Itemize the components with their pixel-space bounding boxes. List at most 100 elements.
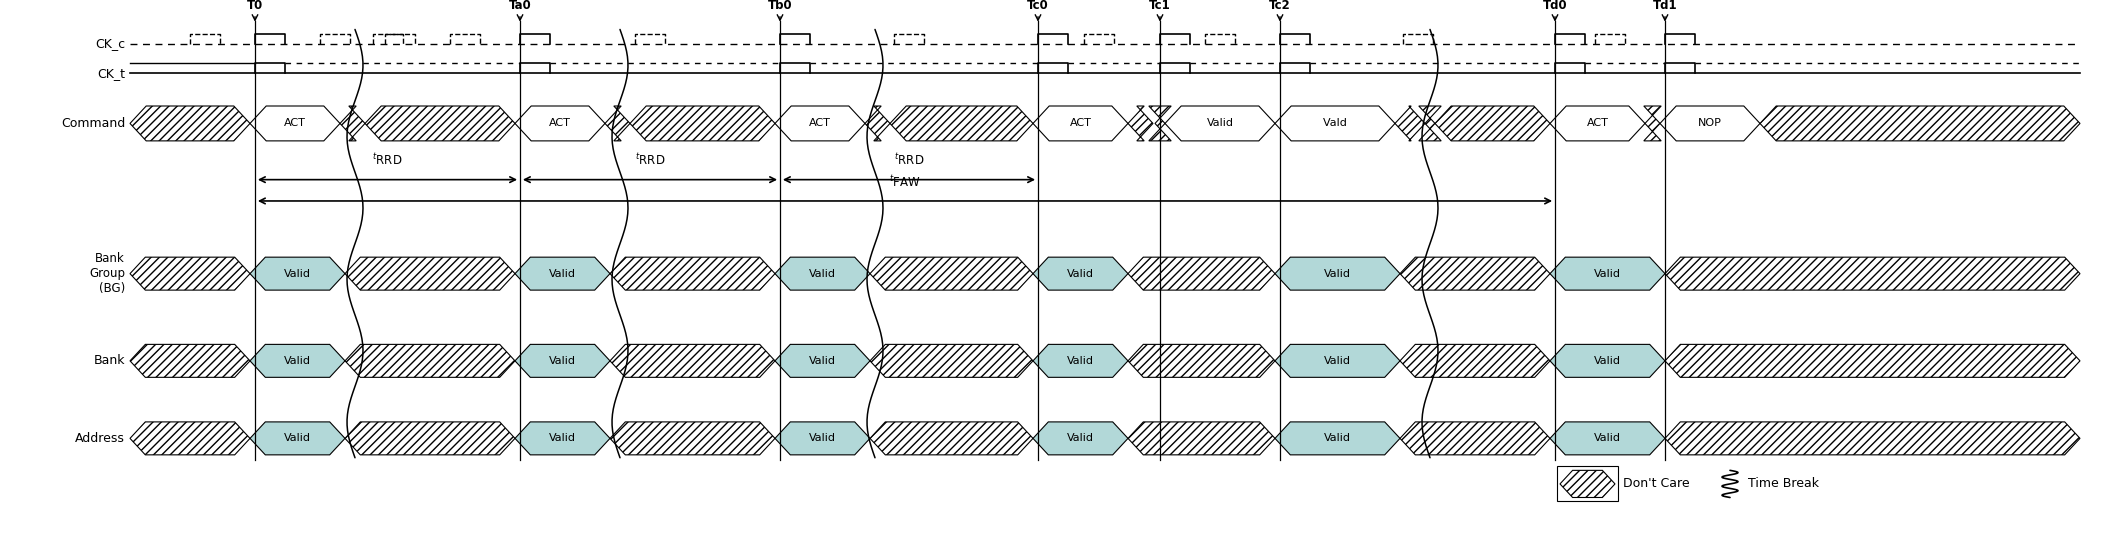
Text: Ta0: Ta0 <box>508 0 531 12</box>
Polygon shape <box>1128 422 1276 455</box>
Text: Valid: Valid <box>1066 434 1094 443</box>
Text: Valid: Valid <box>1066 269 1094 279</box>
Polygon shape <box>631 106 774 141</box>
Text: Don't Care: Don't Care <box>1623 478 1689 491</box>
Polygon shape <box>1551 106 1644 141</box>
Polygon shape <box>1551 344 1665 378</box>
Text: Bank
Group
(BG): Bank Group (BG) <box>89 252 125 295</box>
Polygon shape <box>1665 344 2080 378</box>
Text: Valid: Valid <box>1593 356 1621 366</box>
Polygon shape <box>1149 106 1170 141</box>
Text: Valid: Valid <box>808 356 836 366</box>
Polygon shape <box>1665 422 2080 455</box>
Text: Valid: Valid <box>284 434 311 443</box>
Polygon shape <box>1166 106 1276 141</box>
Text: CK_t: CK_t <box>97 66 125 79</box>
Polygon shape <box>1276 106 1394 141</box>
Polygon shape <box>1401 422 1551 455</box>
Text: ACT: ACT <box>548 119 571 128</box>
Text: ACT: ACT <box>1587 119 1608 128</box>
Polygon shape <box>605 106 631 141</box>
Polygon shape <box>1551 422 1665 455</box>
Polygon shape <box>870 344 1033 378</box>
Polygon shape <box>1276 257 1401 290</box>
Text: $^t$RRD: $^t$RRD <box>635 152 664 168</box>
Text: Td0: Td0 <box>1543 0 1568 12</box>
Polygon shape <box>1033 344 1128 378</box>
Polygon shape <box>1761 106 2080 141</box>
Polygon shape <box>1128 344 1276 378</box>
Text: NOP: NOP <box>1697 119 1722 128</box>
Polygon shape <box>865 106 891 141</box>
Polygon shape <box>1551 257 1665 290</box>
Polygon shape <box>1665 257 2080 290</box>
Polygon shape <box>1401 257 1551 290</box>
Text: Valid: Valid <box>1325 434 1350 443</box>
Polygon shape <box>129 257 250 290</box>
Polygon shape <box>870 257 1033 290</box>
Polygon shape <box>1033 257 1128 290</box>
Polygon shape <box>514 422 609 455</box>
Polygon shape <box>341 106 364 141</box>
Text: ACT: ACT <box>808 119 832 128</box>
Polygon shape <box>345 422 514 455</box>
Text: $^t$RRD: $^t$RRD <box>893 152 925 168</box>
Polygon shape <box>1559 471 1615 497</box>
Polygon shape <box>1276 344 1401 378</box>
Polygon shape <box>345 344 514 378</box>
Polygon shape <box>1128 106 1153 141</box>
Polygon shape <box>250 344 345 378</box>
Text: Time Break: Time Break <box>1748 478 1820 491</box>
Text: Valid: Valid <box>1593 269 1621 279</box>
Text: Valid: Valid <box>1066 356 1094 366</box>
Text: Bank: Bank <box>93 354 125 367</box>
Polygon shape <box>345 257 514 290</box>
Text: Command: Command <box>61 117 125 130</box>
Text: Valid: Valid <box>548 434 576 443</box>
Polygon shape <box>1394 106 1424 141</box>
Text: Tb0: Tb0 <box>768 0 791 12</box>
Polygon shape <box>129 422 250 455</box>
Polygon shape <box>609 344 774 378</box>
Text: Valid: Valid <box>1593 434 1621 443</box>
Text: Valid: Valid <box>548 356 576 366</box>
Polygon shape <box>129 106 250 141</box>
Polygon shape <box>250 257 345 290</box>
Polygon shape <box>1420 106 1441 141</box>
Polygon shape <box>514 344 609 378</box>
Text: Valid: Valid <box>548 269 576 279</box>
Text: Td1: Td1 <box>1653 0 1678 12</box>
Polygon shape <box>609 257 774 290</box>
Polygon shape <box>1401 344 1551 378</box>
Polygon shape <box>1659 106 1761 141</box>
Polygon shape <box>1033 106 1128 141</box>
Text: Tc2: Tc2 <box>1270 0 1291 12</box>
Polygon shape <box>774 257 870 290</box>
Polygon shape <box>870 422 1033 455</box>
Text: ACT: ACT <box>284 119 307 128</box>
Text: T0: T0 <box>248 0 262 12</box>
Polygon shape <box>609 422 774 455</box>
Text: Va​ld: Va​ld <box>1322 119 1348 128</box>
Text: Valid: Valid <box>284 356 311 366</box>
Text: Tc0: Tc0 <box>1026 0 1050 12</box>
Text: Valid: Valid <box>808 269 836 279</box>
Polygon shape <box>364 106 514 141</box>
Polygon shape <box>1644 106 1661 141</box>
Polygon shape <box>250 106 341 141</box>
Text: Valid: Valid <box>808 434 836 443</box>
Polygon shape <box>1128 257 1276 290</box>
Polygon shape <box>250 422 345 455</box>
Text: $^t$FAW: $^t$FAW <box>889 174 920 189</box>
Polygon shape <box>514 106 605 141</box>
Text: Valid: Valid <box>1206 119 1234 128</box>
Polygon shape <box>891 106 1033 141</box>
Polygon shape <box>1435 106 1551 141</box>
Text: Valid: Valid <box>284 269 311 279</box>
Polygon shape <box>1033 422 1128 455</box>
Text: Valid: Valid <box>1325 269 1350 279</box>
Text: ACT: ACT <box>1069 119 1092 128</box>
Polygon shape <box>774 106 865 141</box>
Text: Address: Address <box>76 432 125 445</box>
Polygon shape <box>774 422 870 455</box>
